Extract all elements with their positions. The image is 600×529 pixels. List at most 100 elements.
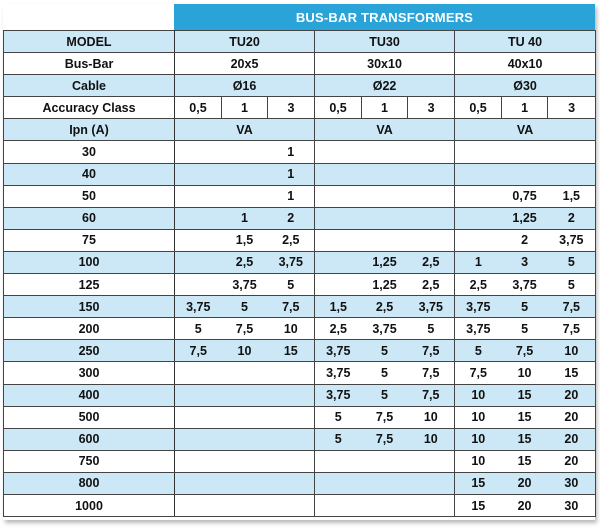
va-value-cell: 2,5 bbox=[314, 317, 362, 341]
accuracy-class-cell: 3 bbox=[266, 96, 316, 120]
va-value-cell bbox=[501, 140, 548, 164]
va-value-cell bbox=[267, 405, 316, 429]
va-value-cell: 2 bbox=[501, 228, 548, 252]
model-busbar-cell: 30x10 bbox=[314, 52, 456, 76]
va-value-cell: 10 bbox=[454, 383, 502, 407]
va-value-cell bbox=[407, 493, 456, 518]
va-value-cell bbox=[361, 140, 408, 164]
va-value-cell: 5 bbox=[547, 250, 597, 275]
va-value-cell bbox=[361, 206, 408, 230]
va-value-cell: 1,5 bbox=[221, 228, 268, 252]
va-value-cell: 3,75 bbox=[267, 250, 316, 275]
va-value-cell bbox=[407, 206, 456, 230]
va-value-cell: 10 bbox=[547, 339, 597, 363]
va-value-cell: 20 bbox=[547, 427, 597, 451]
table-row: 125 3,75 5 1,25 2,5 2,5 3,75 5 bbox=[3, 273, 597, 297]
va-value-cell: 3,75 bbox=[314, 383, 362, 407]
ipn-cell: 100 bbox=[3, 250, 175, 275]
va-value-cell: 10 bbox=[454, 427, 502, 451]
va-value-cell bbox=[314, 162, 362, 186]
va-value-cell bbox=[221, 361, 268, 385]
va-value-cell: 1,25 bbox=[361, 250, 408, 275]
row-label-cable: Cable bbox=[3, 74, 175, 98]
va-value-cell: 3,75 bbox=[547, 228, 597, 252]
va-value-cell: 1 bbox=[267, 140, 316, 164]
va-value-cell: 7,5 bbox=[174, 339, 222, 363]
model-name-cell: TU 40 bbox=[454, 29, 597, 54]
accuracy-class-cell: 0,5 bbox=[174, 96, 222, 120]
va-value-cell: 1 bbox=[267, 162, 316, 186]
va-value-cell bbox=[454, 206, 502, 230]
va-value-cell: 5 bbox=[221, 295, 268, 319]
va-value-cell: 5 bbox=[547, 273, 597, 297]
va-value-cell bbox=[174, 184, 222, 208]
va-value-cell: 7,5 bbox=[221, 317, 268, 341]
va-value-cell: 3,75 bbox=[407, 295, 456, 319]
va-value-cell bbox=[221, 140, 268, 164]
va-value-cell: 5 bbox=[314, 405, 362, 429]
ipn-cell: 1000 bbox=[3, 493, 175, 518]
va-value-cell bbox=[174, 361, 222, 385]
va-value-cell: 7,5 bbox=[454, 361, 502, 385]
ipn-cell: 600 bbox=[3, 427, 175, 451]
model-unit-cell: VA bbox=[314, 118, 456, 142]
va-value-cell bbox=[407, 449, 456, 473]
va-value-cell bbox=[267, 361, 316, 385]
va-value-cell bbox=[314, 471, 362, 495]
va-value-cell bbox=[454, 162, 502, 186]
va-value-cell: 10 bbox=[454, 405, 502, 429]
va-value-cell bbox=[221, 449, 268, 473]
va-value-cell: 2,5 bbox=[361, 295, 408, 319]
ipn-cell: 125 bbox=[3, 273, 175, 297]
table-row: 150 3,75 5 7,5 1,5 2,5 3,75 3,75 5 7,5 bbox=[3, 295, 597, 319]
va-value-cell bbox=[547, 162, 597, 186]
accuracy-class-cell: 0,5 bbox=[454, 96, 503, 120]
va-value-cell: 7,5 bbox=[361, 427, 408, 451]
va-value-cell: 10 bbox=[407, 405, 456, 429]
va-value-cell: 3,75 bbox=[501, 273, 548, 297]
va-value-cell bbox=[361, 228, 408, 252]
va-value-cell: 7,5 bbox=[501, 339, 548, 363]
va-value-cell bbox=[454, 140, 502, 164]
va-value-cell bbox=[174, 449, 222, 473]
va-value-cell: 7,5 bbox=[407, 339, 456, 363]
transformer-spec-table: BUS-BAR TRANSFORMERS MODEL TU20 TU30 TU 40 B… bbox=[3, 4, 597, 520]
va-value-cell: 1,5 bbox=[547, 184, 597, 208]
va-value-cell bbox=[267, 471, 316, 495]
va-value-cell bbox=[407, 471, 456, 495]
va-value-cell: 20 bbox=[547, 383, 597, 407]
va-value-cell bbox=[314, 184, 362, 208]
accuracy-class-cell: 3 bbox=[407, 96, 456, 120]
va-value-cell: 1 bbox=[267, 184, 316, 208]
table-row: 300 3,75 5 7,5 7,5 10 15 bbox=[3, 361, 597, 385]
model-unit-cell: VA bbox=[454, 118, 597, 142]
va-value-cell bbox=[314, 228, 362, 252]
va-value-cell: 5 bbox=[454, 339, 502, 363]
table-row: 400 3,75 5 7,5 10 15 20 bbox=[3, 383, 597, 407]
va-value-cell: 3,75 bbox=[361, 317, 408, 341]
va-value-cell bbox=[314, 250, 362, 275]
va-value-cell: 15 bbox=[501, 383, 548, 407]
va-value-cell: 15 bbox=[454, 493, 502, 518]
va-value-cell: 10 bbox=[454, 449, 502, 473]
va-value-cell: 15 bbox=[501, 449, 548, 473]
va-value-cell: 3 bbox=[501, 250, 548, 275]
va-value-cell: 20 bbox=[547, 449, 597, 473]
row-label-ipn-unit: Ipn (A) bbox=[3, 118, 175, 142]
va-value-cell bbox=[361, 449, 408, 473]
table-row: 200 5 7,5 10 2,5 3,75 5 3,75 5 7,5 bbox=[3, 317, 597, 341]
va-value-cell bbox=[174, 162, 222, 186]
model-unit-cell: VA bbox=[173, 118, 316, 142]
va-value-cell: 7,5 bbox=[547, 295, 597, 319]
table-row: 1000 15 20 30 bbox=[3, 493, 597, 518]
va-value-cell bbox=[267, 427, 316, 451]
row-label-accuracy: Accuracy Class bbox=[3, 96, 175, 120]
ipn-cell: 60 bbox=[3, 206, 175, 230]
ipn-cell: 40 bbox=[3, 162, 175, 186]
va-value-cell: 1,25 bbox=[361, 273, 408, 297]
model-name-cell: TU30 bbox=[314, 29, 456, 54]
va-value-cell: 1 bbox=[454, 250, 502, 275]
va-value-cell: 2,5 bbox=[454, 273, 502, 297]
va-value-cell bbox=[361, 184, 408, 208]
ipn-cell: 150 bbox=[3, 295, 175, 319]
